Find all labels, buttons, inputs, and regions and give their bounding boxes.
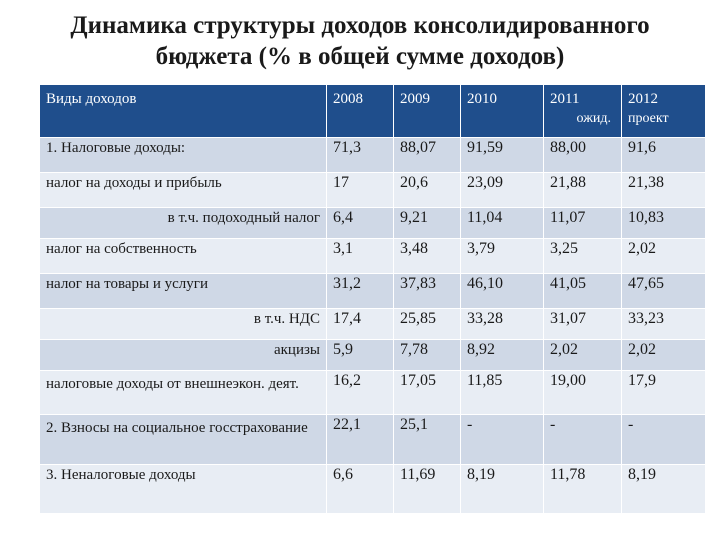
row-label: налоговые доходы от внешнеэкон. деят. (39, 370, 327, 415)
cell-value: 17 (326, 172, 394, 208)
page-title: Динамика структуры доходов консолидирова… (0, 10, 720, 72)
cell-value: 3,48 (393, 238, 461, 274)
cell-value: 19,00 (543, 370, 622, 415)
cell-value: 3,25 (543, 238, 622, 274)
cell-value: 33,28 (460, 308, 544, 340)
cell-value: 5,9 (326, 339, 394, 371)
cell-value: 46,10 (460, 273, 544, 309)
title-line-2: бюджета (% в общей сумме доходов) (155, 43, 565, 70)
cell-value: - (621, 414, 706, 465)
cell-value: 71,3 (326, 137, 394, 173)
cell-value: 11,07 (543, 207, 622, 239)
row-label: 3. Неналоговые доходы (39, 464, 327, 514)
cell-value: 17,4 (326, 308, 394, 340)
cell-value: 41,05 (543, 273, 622, 309)
cell-value: 33,23 (621, 308, 706, 340)
cell-value: 91,59 (460, 137, 544, 173)
header-year-2012: 2012 проект (621, 84, 706, 138)
header-year-note: проект (628, 111, 669, 126)
cell-value: 2,02 (621, 339, 706, 371)
header-year-2010: 2010 (460, 84, 544, 138)
header-year-2011: 2011 ожид. (543, 84, 622, 138)
cell-value: 47,65 (621, 273, 706, 309)
row-label: налог на товары и услуги (39, 273, 327, 309)
cell-value: 11,04 (460, 207, 544, 239)
header-year-text: 2011 (550, 91, 580, 107)
cell-value: 88,00 (543, 137, 622, 173)
cell-value: 2,02 (543, 339, 622, 371)
row-label: в т.ч. подоходный налог (39, 207, 327, 239)
table-row: в т.ч. подоходный налог 6,4 9,21 11,04 1… (39, 207, 706, 239)
row-label: 2. Взносы на социальное госстрахование (39, 414, 327, 465)
cell-value: 25,1 (393, 414, 461, 465)
cell-value: 21,88 (543, 172, 622, 208)
cell-value: 17,05 (393, 370, 461, 415)
cell-value: 6,6 (326, 464, 394, 514)
cell-value: 8,92 (460, 339, 544, 371)
table-row: 2. Взносы на социальное госстрахование 2… (39, 414, 706, 465)
revenue-structure-table: Виды доходов 2008 2009 2010 2011 ожид. 2… (39, 84, 706, 514)
cell-value: 3,1 (326, 238, 394, 274)
header-year-text: 2009 (400, 91, 430, 107)
cell-value: 20,6 (393, 172, 461, 208)
header-year-text: 2008 (333, 91, 363, 107)
cell-value: 11,85 (460, 370, 544, 415)
cell-value: 91,6 (621, 137, 706, 173)
row-label: 1. Налоговые доходы: (39, 137, 327, 173)
row-label: налог на собственность (39, 238, 327, 274)
header-year-note: ожид. (576, 111, 611, 126)
cell-value: - (460, 414, 544, 465)
header-label-cell: Виды доходов (39, 84, 327, 138)
table-row: 1. Налоговые доходы: 71,3 88,07 91,59 88… (39, 137, 706, 173)
cell-value: 22,1 (326, 414, 394, 465)
cell-value: 17,9 (621, 370, 706, 415)
cell-value: 8,19 (460, 464, 544, 514)
table-row: акцизы 5,9 7,78 8,92 2,02 2,02 (39, 339, 706, 371)
header-year-2008: 2008 (326, 84, 394, 138)
header-year-text: 2012 (628, 91, 658, 107)
row-label: в т.ч. НДС (39, 308, 327, 340)
table-row: налог на товары и услуги 31,2 37,83 46,1… (39, 273, 706, 309)
cell-value: 25,85 (393, 308, 461, 340)
cell-value: 31,2 (326, 273, 394, 309)
table-row: налог на доходы и прибыль 17 20,6 23,09 … (39, 172, 706, 208)
header-year-text: 2010 (467, 91, 497, 107)
cell-value: 21,38 (621, 172, 706, 208)
cell-value: 11,78 (543, 464, 622, 514)
row-label: налог на доходы и прибыль (39, 172, 327, 208)
cell-value: 23,09 (460, 172, 544, 208)
cell-value: 8,19 (621, 464, 706, 514)
table-row: 3. Неналоговые доходы 6,6 11,69 8,19 11,… (39, 464, 706, 514)
cell-value: 11,69 (393, 464, 461, 514)
cell-value: 6,4 (326, 207, 394, 239)
cell-value: 88,07 (393, 137, 461, 173)
title-line-1: Динамика структуры доходов консолидирова… (70, 12, 650, 39)
table-row: налоговые доходы от внешнеэкон. деят. 16… (39, 370, 706, 415)
table-header-row: Виды доходов 2008 2009 2010 2011 ожид. 2… (39, 84, 706, 138)
cell-value: 7,78 (393, 339, 461, 371)
cell-value: 9,21 (393, 207, 461, 239)
cell-value: 10,83 (621, 207, 706, 239)
cell-value: 37,83 (393, 273, 461, 309)
cell-value: 2,02 (621, 238, 706, 274)
cell-value: 16,2 (326, 370, 394, 415)
cell-value: - (543, 414, 622, 465)
table-row: налог на собственность 3,1 3,48 3,79 3,2… (39, 238, 706, 274)
table-row: в т.ч. НДС 17,4 25,85 33,28 31,07 33,23 (39, 308, 706, 340)
cell-value: 3,79 (460, 238, 544, 274)
header-year-2009: 2009 (393, 84, 461, 138)
row-label: акцизы (39, 339, 327, 371)
cell-value: 31,07 (543, 308, 622, 340)
